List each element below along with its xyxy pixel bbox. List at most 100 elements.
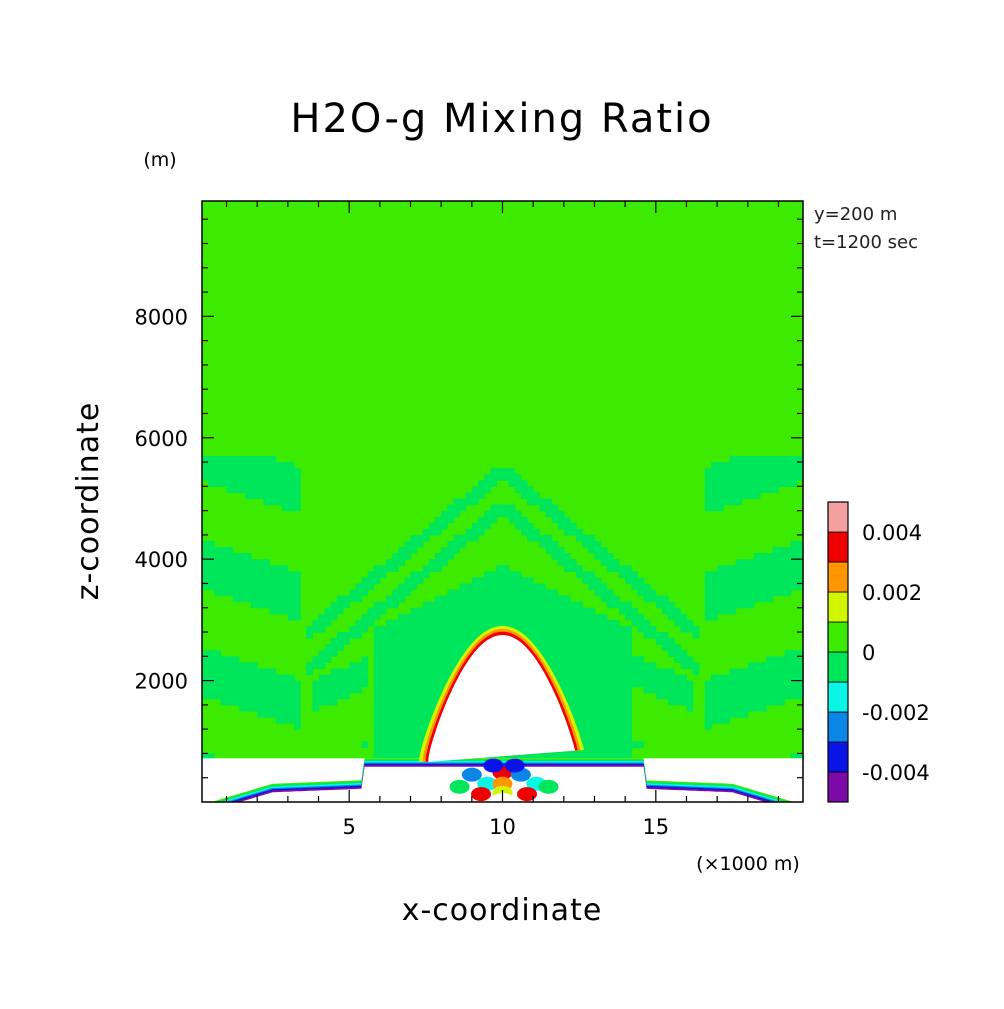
field-cell: [753, 455, 761, 463]
field-cell: [422, 607, 430, 615]
field-cell: [244, 583, 252, 591]
field-cell: [398, 559, 405, 566]
field-cell: [729, 595, 737, 603]
field-cell: [766, 559, 773, 566]
field-cell: [453, 534, 461, 542]
field-cell: [226, 468, 234, 475]
field-cell: [735, 474, 743, 481]
field-cell: [619, 729, 626, 736]
field-cell: [594, 698, 602, 706]
field-cell: [428, 638, 436, 645]
field-cell: [631, 668, 639, 676]
field-cell: [527, 589, 534, 597]
field-cell: [392, 638, 399, 645]
field-cell: [533, 607, 540, 615]
field-cell: [220, 455, 228, 463]
field-cell: [306, 662, 313, 670]
field-cell: [349, 632, 356, 639]
field-cell: [545, 650, 553, 657]
field-cell: [514, 589, 522, 597]
field-cell: [484, 607, 491, 615]
field-cell: [361, 589, 369, 597]
field-cell: [226, 698, 234, 706]
field-cell: [416, 662, 424, 670]
field-cell: [226, 480, 234, 487]
field-cell: [520, 577, 528, 585]
field-cell: [692, 625, 700, 633]
field-cell: [619, 710, 626, 718]
field-cell: [251, 662, 258, 670]
field-cell: [398, 583, 405, 591]
field-cell: [741, 710, 749, 718]
field-cell: [392, 650, 399, 657]
field-cell: [477, 595, 485, 603]
field-cell: [735, 480, 743, 487]
field-cell: [392, 589, 399, 597]
field-cell: [441, 547, 448, 554]
field-cell: [422, 565, 430, 572]
field-cell: [324, 607, 332, 615]
field-cell: [220, 583, 228, 591]
field-cell: [496, 589, 504, 597]
field-cell: [612, 650, 620, 657]
field-cell: [281, 698, 289, 706]
field-cell: [490, 589, 497, 597]
field-cell: [232, 595, 240, 603]
field-cell: [557, 613, 565, 621]
field-cell: [471, 589, 479, 597]
field-cell: [336, 632, 344, 639]
field-cell: [588, 534, 596, 542]
field-cell: [490, 504, 497, 512]
field-cell: [484, 589, 491, 597]
field-cell: [766, 571, 773, 578]
field-cell: [502, 510, 510, 518]
field-cell: [514, 577, 522, 585]
field-cell: [293, 474, 301, 481]
field-cell: [796, 656, 804, 663]
field-cell: [361, 680, 369, 688]
field-cell: [410, 741, 418, 748]
field-cell: [790, 480, 798, 487]
field-cell: [588, 741, 596, 748]
field-cell: [723, 498, 731, 506]
field-cell: [766, 662, 773, 670]
field-cell: [257, 468, 264, 475]
field-cell: [269, 674, 277, 682]
field-cell: [238, 480, 246, 487]
field-cell: [373, 729, 381, 736]
field-cell: [778, 577, 786, 585]
field-cell: [502, 474, 510, 481]
field-cell: [520, 486, 528, 493]
field-cell: [557, 625, 565, 633]
field-cell: [588, 668, 596, 676]
field-cell: [612, 565, 620, 572]
field-cell: [484, 595, 491, 603]
field-cell: [453, 510, 461, 518]
field-cell: [631, 619, 639, 627]
field-cell: [533, 589, 540, 597]
field-cell: [625, 729, 632, 736]
field-cell: [533, 613, 540, 621]
field-cell: [576, 625, 583, 633]
field-cell: [723, 474, 731, 481]
field-cell: [747, 686, 755, 694]
field-cell: [287, 583, 295, 591]
field-cell: [484, 601, 491, 609]
field-cell: [336, 607, 344, 615]
field-cell: [723, 565, 731, 572]
field-cell: [465, 632, 473, 639]
field-cell: [655, 692, 663, 700]
field-cell: [238, 486, 246, 493]
field-cell: [766, 455, 773, 463]
field-cell: [557, 674, 565, 682]
field-cell: [275, 486, 283, 493]
field-cell: [202, 668, 209, 676]
field-cell: [741, 692, 749, 700]
field-cell: [796, 462, 804, 469]
field-cell: [668, 601, 675, 609]
field-cell: [606, 741, 614, 748]
field-cell: [465, 534, 473, 542]
field-cell: [772, 692, 780, 700]
field-cell: [392, 601, 399, 609]
field-cell: [404, 668, 412, 676]
